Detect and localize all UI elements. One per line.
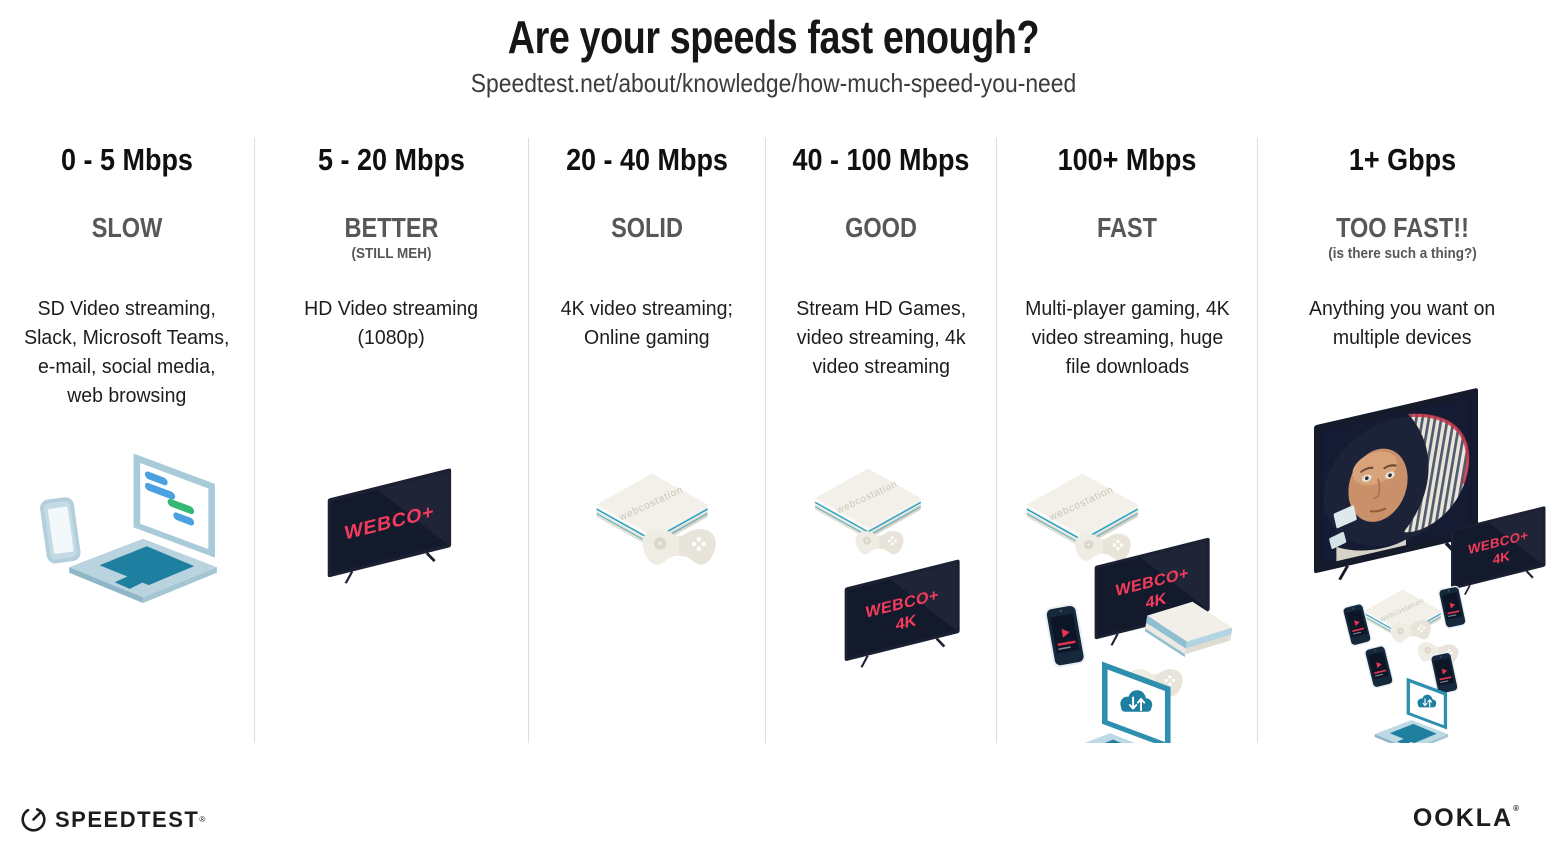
speed-range: 100+ Mbps bbox=[1057, 142, 1197, 177]
tier-description: Anything you want on multiple devices bbox=[1309, 297, 1496, 350]
tier-description: Stream HD Games, video streaming, 4k vid… bbox=[796, 297, 966, 379]
column-100-plus-mbps: 100+ Mbps FAST Multi-player gaming, 4K v… bbox=[997, 138, 1258, 743]
speed-tier-columns: 0 - 5 Mbps SLOW SD Video streaming, Slac… bbox=[0, 138, 1547, 743]
rating-sublabel: (STILL MEH) bbox=[351, 245, 432, 262]
column-20-40-mbps: 20 - 40 Mbps SOLID 4K video streaming; O… bbox=[529, 138, 766, 743]
column-1-plus-gbps: 1+ Gbps TOO FAST!! (is there such a thin… bbox=[1258, 138, 1547, 743]
speedometer-gauge-icon bbox=[21, 807, 46, 832]
ookla-wordmark: OOKLA bbox=[1412, 804, 1514, 832]
column-40-100-mbps: 40 - 100 Mbps GOOD Stream HD Games, vide… bbox=[766, 138, 997, 743]
rating-label: SOLID bbox=[611, 212, 683, 243]
footer: SPEEDTEST ® OOKLA® bbox=[0, 795, 1547, 843]
speed-range: 20 - 40 Mbps bbox=[566, 142, 728, 177]
big-movie-tv-icon bbox=[1314, 388, 1479, 581]
astronaut-scene bbox=[1321, 396, 1471, 565]
rating-label: GOOD bbox=[845, 212, 917, 243]
rating-label: FAST bbox=[1096, 212, 1158, 243]
speedtest-trademark: ® bbox=[199, 815, 206, 824]
speed-range: 40 - 100 Mbps bbox=[792, 142, 970, 177]
rating-label: BETTER bbox=[344, 212, 439, 243]
chat-laptop-icon bbox=[69, 453, 217, 604]
speed-range: 0 - 5 Mbps bbox=[61, 142, 193, 177]
page-subtitle-url: Speedtest.net/about/knowledge/how-much-s… bbox=[470, 68, 1077, 98]
ookla-logo: OOKLA® bbox=[1413, 804, 1521, 833]
rating-label: SLOW bbox=[91, 212, 163, 243]
phone-icon bbox=[40, 497, 81, 564]
rating-sublabel: (is there such a thing?) bbox=[1328, 245, 1477, 262]
speed-range: 1+ Gbps bbox=[1348, 142, 1457, 177]
speedtest-logo: SPEEDTEST ® bbox=[20, 806, 205, 833]
speed-range: 5 - 20 Mbps bbox=[318, 142, 465, 177]
tier-description: 4K video streaming; Online gaming bbox=[560, 297, 734, 350]
page-title: Are your speeds fast enough? bbox=[507, 11, 1040, 63]
rating-label: TOO FAST!! bbox=[1336, 212, 1469, 243]
tier-description: Multi-player gaming, 4K video streaming,… bbox=[1024, 297, 1230, 379]
infographic-header: Are your speeds fast enough? Speedtest.n… bbox=[0, 0, 1547, 99]
speedtest-wordmark: SPEEDTEST bbox=[55, 806, 200, 832]
ookla-trademark: ® bbox=[1513, 804, 1521, 813]
tier-description: HD Video streaming (1080p) bbox=[304, 297, 479, 350]
column-5-20-mbps: 5 - 20 Mbps BETTER (STILL MEH) HD Video … bbox=[255, 138, 529, 743]
column-0-5-mbps: 0 - 5 Mbps SLOW SD Video streaming, Slac… bbox=[0, 138, 255, 743]
tier-description: SD Video streaming, Slack, Microsoft Tea… bbox=[24, 297, 230, 408]
